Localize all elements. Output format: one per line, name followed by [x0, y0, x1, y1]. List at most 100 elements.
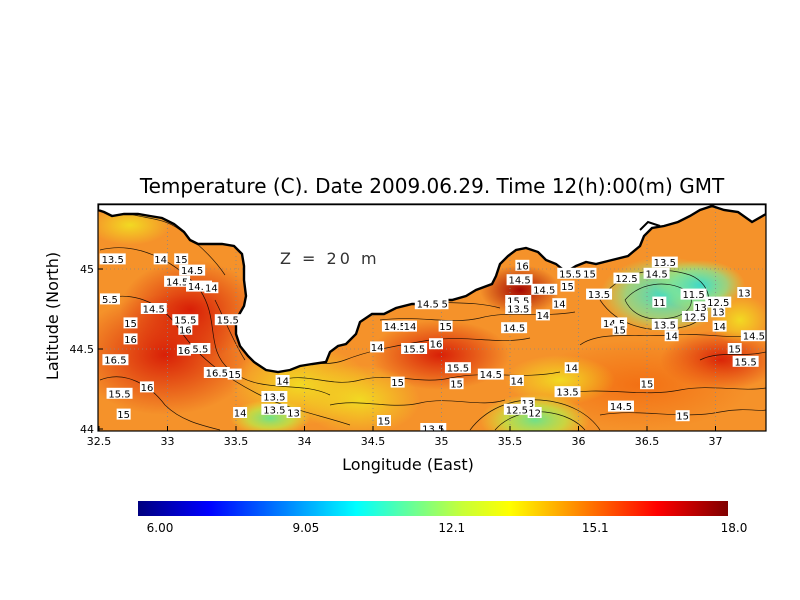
- contour-label-box: [520, 397, 535, 409]
- contour-label-box: [586, 288, 613, 300]
- contour-label: 13.5: [651, 319, 678, 332]
- contour-label-box: [531, 283, 558, 295]
- contour-label-text: 13: [738, 289, 751, 300]
- contour-label-text: 15: [378, 417, 391, 428]
- contour-label: 14.5: [477, 368, 504, 381]
- contour-label-text: 14.5: [384, 322, 406, 333]
- contour-label-text: 15.5: [174, 316, 196, 327]
- contour-label: 14.5: [164, 275, 191, 288]
- contour-label-box: [139, 381, 154, 393]
- contour-label-box: [601, 317, 628, 329]
- contour-label: 14.5: [643, 267, 670, 280]
- contour-label-text: 15: [561, 282, 574, 293]
- contour-label-box: [233, 407, 248, 418]
- contour-label: 16.5: [203, 367, 230, 380]
- x-tick-label: 37: [709, 435, 723, 448]
- contour-label-box: [564, 362, 579, 374]
- plot-frame: [97, 203, 767, 432]
- contour-label: 11.5: [680, 288, 707, 301]
- contour-label: 14: [552, 298, 567, 311]
- contour-label: 14.5: [531, 283, 558, 296]
- contour-label: 13.5: [554, 386, 581, 399]
- contour-label: 16.5: [102, 354, 129, 367]
- contour-label: 11: [652, 296, 667, 309]
- contour-label-box: [261, 391, 288, 402]
- contour-label: 16: [123, 333, 138, 346]
- contour-label-box: [164, 275, 191, 287]
- contour-label: 15.5: [214, 314, 241, 327]
- contour-label-box: [179, 264, 206, 276]
- contour-label-text: 14.5: [143, 305, 165, 316]
- contour-label: 14: [564, 362, 579, 375]
- contour-label: 15.5: [557, 267, 584, 280]
- contour-label-box: [106, 387, 133, 399]
- contour-label: 15: [449, 378, 464, 391]
- contour-label-box: [203, 367, 230, 378]
- coast-detail: [639, 220, 661, 231]
- contour-label-text: 13.5: [507, 305, 529, 316]
- colorbar-tick-label: 12.1: [438, 521, 465, 535]
- contour-label-box: [438, 320, 453, 332]
- y-axis: 44 44.5 45: [70, 263, 103, 436]
- contour-label-text: 15: [228, 370, 241, 381]
- contour-label: 15.5: [106, 387, 133, 400]
- contour-label: 14.5: [186, 280, 213, 293]
- contour-label-text: 14: [553, 300, 566, 311]
- contour-label-text: 15.5: [108, 389, 130, 400]
- contour-label-box: [477, 368, 504, 380]
- contour-label-text: 15: [175, 255, 188, 266]
- contour-label-text: 14.5: [188, 282, 210, 293]
- contour-label-text: 16: [516, 261, 529, 272]
- contour-label-box: [613, 272, 640, 284]
- contour-label-box: [712, 320, 727, 332]
- contour-label-text: 12.5: [506, 405, 528, 416]
- contour-label-text: 15.5: [559, 269, 581, 280]
- contour-label-box: [506, 274, 533, 286]
- contour-label-box: [727, 343, 742, 354]
- contour-label-text: 14.5: [508, 276, 530, 287]
- contour-label: 14: [712, 320, 727, 333]
- contour-label-text: 12.5: [707, 298, 729, 309]
- contour-label-text: 5.5: [102, 295, 118, 306]
- contour-label: 5.5: [99, 293, 120, 306]
- colorbar-tick-label: 15.1: [582, 521, 609, 535]
- contour-label-text: 15: [391, 378, 404, 389]
- contour-label: 14: [402, 320, 417, 333]
- contour-label-box: [140, 303, 167, 314]
- contour-label-text: 14: [371, 343, 384, 354]
- contour-label-box: [123, 333, 138, 345]
- warm-core-west-2: [120, 260, 260, 360]
- contour-label: 15: [560, 280, 575, 293]
- contour-label: 13: [286, 407, 301, 420]
- contour-label: 16: [429, 338, 444, 351]
- contour-label-box: [554, 386, 581, 398]
- contour-label-text: 14: [276, 377, 289, 388]
- contour-label-box: [680, 288, 707, 300]
- contour-label-box: [186, 280, 213, 292]
- contour-label-text: 16: [124, 335, 137, 346]
- contour-label: 13.5: [420, 423, 447, 431]
- contour-label-text: 15.5: [217, 316, 239, 327]
- contour-label-box: [505, 295, 532, 306]
- contour-label-text: 15: [124, 319, 137, 330]
- contour-label-box: [174, 253, 189, 265]
- colorbar-tick-label: 18.0: [721, 521, 748, 535]
- contour-label-text: 13.5: [588, 290, 610, 301]
- contour-label-box: [420, 423, 447, 431]
- contour-label-text: 14.5: [743, 332, 765, 343]
- contour-label-box: [652, 296, 667, 308]
- contour-label-text: 16: [179, 325, 192, 336]
- contour-label-box: [664, 330, 679, 342]
- contour-label-box: [651, 256, 678, 268]
- contour-label-text: 14: [404, 322, 417, 333]
- contour-label: 12.5: [681, 311, 708, 324]
- contour-label-box: [675, 410, 690, 422]
- contour-label-text: 13: [287, 409, 300, 420]
- contour-label-box: [116, 408, 131, 420]
- contour-label-text: 13.5: [556, 388, 578, 399]
- y-tick-label: 44: [80, 423, 94, 436]
- contour-label-text: 14.5: [645, 269, 667, 280]
- contour-label: 13: [737, 287, 752, 300]
